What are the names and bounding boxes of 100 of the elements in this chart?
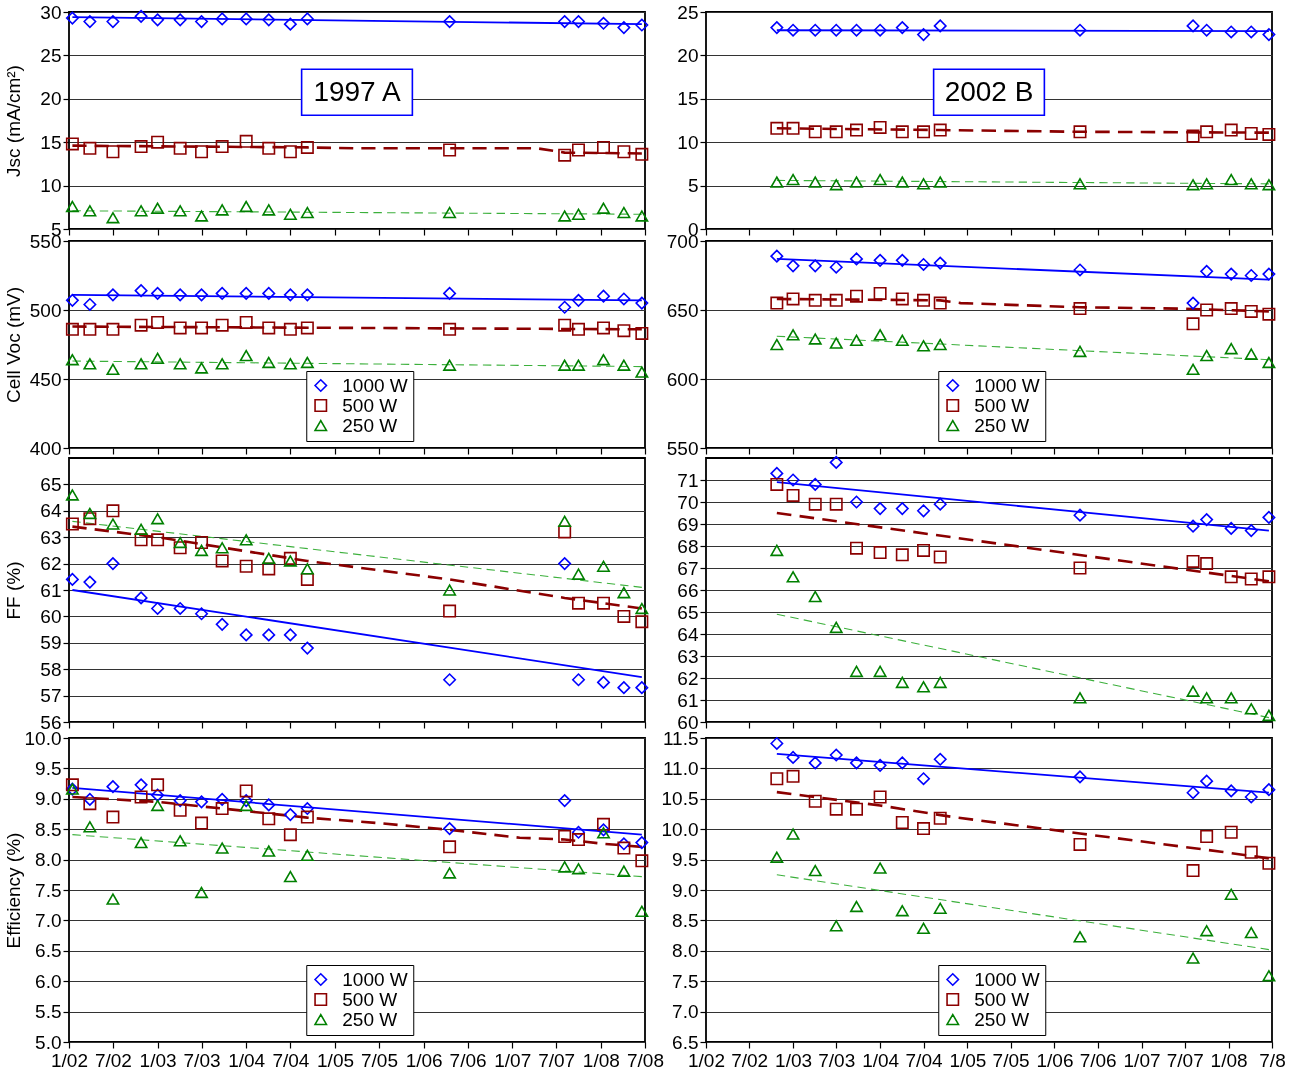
y-tick-label: 60 xyxy=(40,605,62,627)
point xyxy=(933,497,947,511)
point xyxy=(635,854,649,868)
x-tick-label: 7/05 xyxy=(360,1049,398,1071)
point xyxy=(1200,830,1214,843)
point xyxy=(1224,888,1238,900)
point xyxy=(617,292,631,306)
point xyxy=(83,512,97,526)
point xyxy=(635,326,649,340)
point xyxy=(596,596,610,610)
point xyxy=(83,792,97,806)
point xyxy=(106,288,120,302)
point xyxy=(283,628,297,642)
point xyxy=(895,548,909,562)
y-tick-label: 400 xyxy=(29,437,62,459)
point xyxy=(873,546,887,560)
point xyxy=(617,359,631,371)
point xyxy=(1186,554,1200,568)
point xyxy=(443,143,457,157)
y-axis-title: Cell Voc (mV) xyxy=(2,286,24,404)
point xyxy=(283,208,297,220)
point xyxy=(300,288,314,302)
point xyxy=(850,176,863,188)
point xyxy=(134,836,148,849)
point xyxy=(808,497,822,511)
point xyxy=(829,497,843,511)
point xyxy=(786,329,800,341)
x-tick-label: 7/02 xyxy=(94,1049,132,1071)
point xyxy=(300,321,314,335)
point xyxy=(1262,969,1276,982)
point xyxy=(850,334,863,347)
point xyxy=(786,828,800,840)
y-tick-label: 70 xyxy=(677,491,699,513)
point xyxy=(262,552,276,565)
point xyxy=(215,204,229,216)
point xyxy=(617,21,631,35)
point xyxy=(558,210,572,222)
point xyxy=(1224,302,1238,316)
point xyxy=(65,137,79,151)
point xyxy=(596,16,610,30)
point xyxy=(1200,264,1214,278)
point xyxy=(1262,709,1276,722)
point xyxy=(65,293,79,307)
point xyxy=(1186,363,1200,376)
y-tick-label: 25 xyxy=(40,44,62,66)
point xyxy=(850,756,863,770)
annotation: 2002 B xyxy=(944,76,1034,108)
point xyxy=(596,202,610,214)
point xyxy=(195,288,209,302)
point xyxy=(829,23,843,37)
point xyxy=(151,778,165,792)
point xyxy=(134,591,148,605)
point xyxy=(635,905,649,918)
legend-label: 500 W xyxy=(974,988,1030,1010)
y-axis-title: Efficiency (%) xyxy=(2,832,24,949)
point xyxy=(215,542,229,554)
point xyxy=(283,870,297,883)
point xyxy=(850,23,863,37)
point xyxy=(262,141,276,155)
point xyxy=(65,11,79,25)
point xyxy=(195,795,209,809)
point xyxy=(195,816,209,830)
point xyxy=(850,123,863,137)
point xyxy=(239,784,253,798)
point xyxy=(917,340,931,352)
point xyxy=(1186,519,1200,533)
y-axis-title: FF (%) xyxy=(2,561,24,620)
point xyxy=(895,125,909,139)
point xyxy=(283,322,297,336)
point xyxy=(850,802,863,816)
point xyxy=(83,322,97,336)
point xyxy=(215,140,229,154)
point xyxy=(1200,925,1214,937)
point xyxy=(1244,703,1258,715)
legend-label: 1000 W xyxy=(974,374,1040,396)
point xyxy=(617,586,631,599)
point xyxy=(770,736,784,750)
point xyxy=(1262,307,1276,321)
point xyxy=(558,830,572,843)
legend-label: 250 W xyxy=(974,414,1030,436)
point xyxy=(635,681,649,695)
x-tick-label: 1/05 xyxy=(317,1049,355,1071)
point xyxy=(83,358,97,370)
point xyxy=(917,822,931,836)
point xyxy=(1244,178,1258,190)
point xyxy=(195,15,209,29)
point xyxy=(786,292,800,306)
point xyxy=(65,517,79,531)
point xyxy=(933,256,947,270)
point xyxy=(571,825,585,839)
point xyxy=(596,817,610,831)
point xyxy=(300,140,314,154)
y-tick-label: 61 xyxy=(677,689,699,711)
x-tick-label: 7/07 xyxy=(1166,1049,1204,1071)
point xyxy=(262,321,276,335)
x-tick-label: 7/07 xyxy=(538,1049,576,1071)
point xyxy=(151,13,165,27)
point xyxy=(770,176,784,188)
legend-label: 1000 W xyxy=(342,968,408,990)
point xyxy=(151,315,165,329)
